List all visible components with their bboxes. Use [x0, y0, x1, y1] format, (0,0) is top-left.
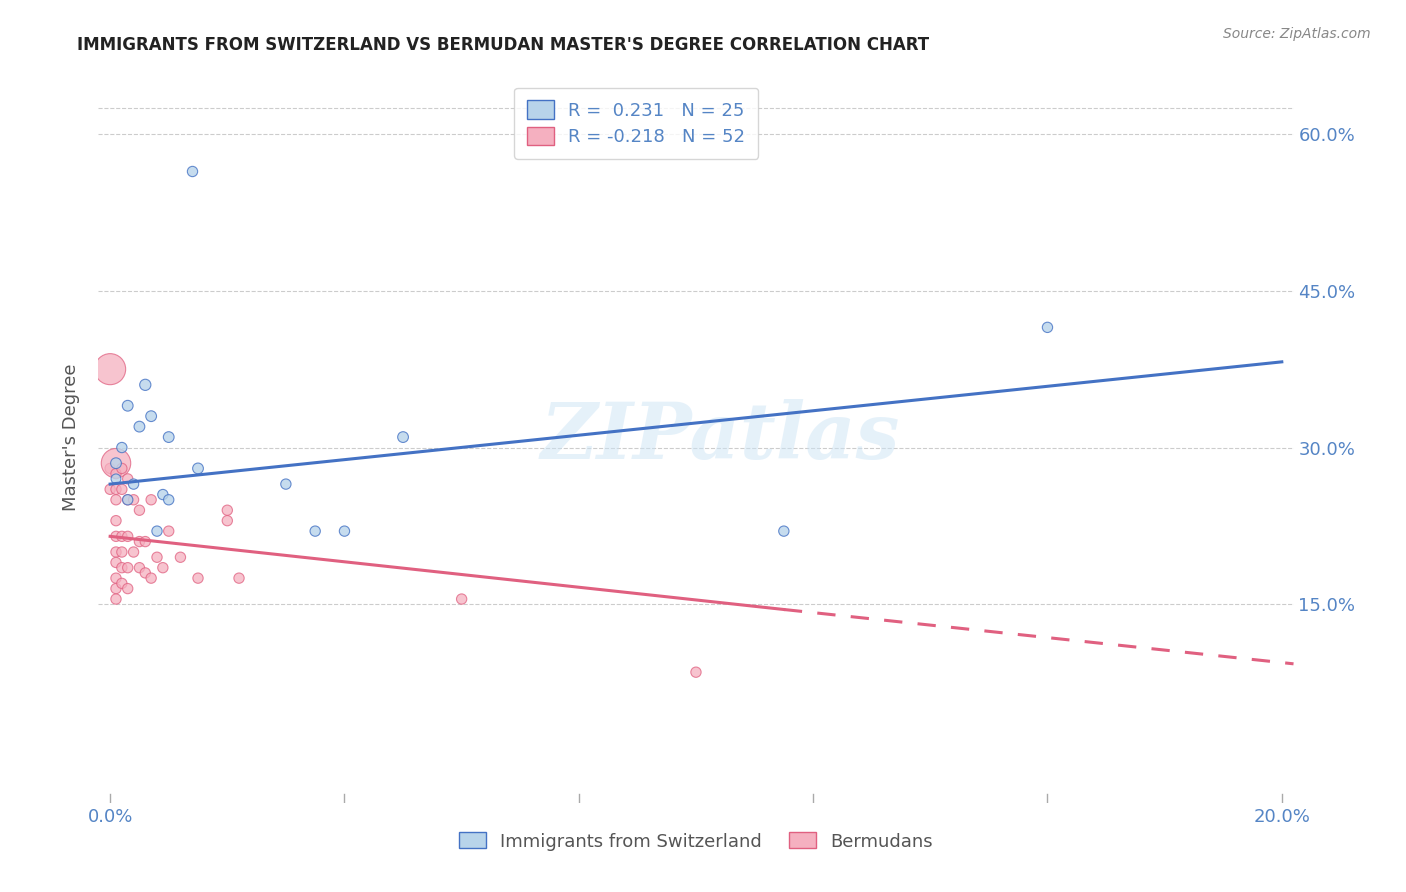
Point	[117, 582, 139, 596]
Point	[117, 399, 139, 413]
Point	[146, 550, 169, 565]
Point	[105, 582, 128, 596]
Point	[134, 534, 156, 549]
Point	[111, 560, 134, 574]
Point	[128, 560, 150, 574]
Point	[152, 487, 174, 501]
Point	[117, 560, 139, 574]
Point	[146, 524, 169, 538]
Point	[773, 524, 796, 538]
Point	[105, 483, 128, 497]
Point	[105, 467, 128, 481]
Point	[228, 571, 250, 585]
Point	[122, 477, 145, 491]
Point	[111, 529, 134, 543]
Point	[98, 483, 121, 497]
Point	[105, 529, 128, 543]
Point	[128, 534, 150, 549]
Point	[105, 571, 128, 585]
Point	[134, 566, 156, 580]
Point	[111, 483, 134, 497]
Point	[105, 456, 128, 470]
Point	[117, 529, 139, 543]
Point	[304, 524, 326, 538]
Y-axis label: Master's Degree: Master's Degree	[62, 363, 80, 511]
Point	[98, 362, 121, 376]
Point	[117, 492, 139, 507]
Point	[450, 592, 472, 607]
Point	[217, 503, 239, 517]
Text: Source: ZipAtlas.com: Source: ZipAtlas.com	[1223, 27, 1371, 41]
Point	[152, 560, 174, 574]
Point	[685, 665, 707, 680]
Point	[117, 472, 139, 486]
Point	[122, 545, 145, 559]
Point	[105, 456, 128, 470]
Point	[157, 492, 180, 507]
Point	[122, 492, 145, 507]
Point	[105, 545, 128, 559]
Legend: Immigrants from Switzerland, Bermudans: Immigrants from Switzerland, Bermudans	[450, 823, 942, 860]
Point	[128, 419, 150, 434]
Point	[141, 409, 163, 424]
Point	[98, 461, 121, 475]
Point	[141, 571, 163, 585]
Point	[105, 514, 128, 528]
Point	[333, 524, 356, 538]
Point	[111, 441, 134, 455]
Point	[217, 514, 239, 528]
Point	[181, 163, 204, 178]
Point	[111, 461, 134, 475]
Point	[117, 492, 139, 507]
Point	[111, 545, 134, 559]
Point	[105, 592, 128, 607]
Point	[141, 492, 163, 507]
Point	[169, 550, 191, 565]
Point	[105, 492, 128, 507]
Point	[274, 477, 297, 491]
Text: IMMIGRANTS FROM SWITZERLAND VS BERMUDAN MASTER'S DEGREE CORRELATION CHART: IMMIGRANTS FROM SWITZERLAND VS BERMUDAN …	[77, 36, 929, 54]
Point	[1036, 320, 1059, 334]
Point	[187, 571, 209, 585]
Point	[157, 430, 180, 444]
Point	[111, 576, 134, 591]
Text: ZIPatlas: ZIPatlas	[540, 399, 900, 475]
Point	[187, 461, 209, 475]
Point	[105, 556, 128, 570]
Point	[128, 503, 150, 517]
Point	[134, 377, 156, 392]
Point	[105, 472, 128, 486]
Point	[392, 430, 415, 444]
Point	[157, 524, 180, 538]
